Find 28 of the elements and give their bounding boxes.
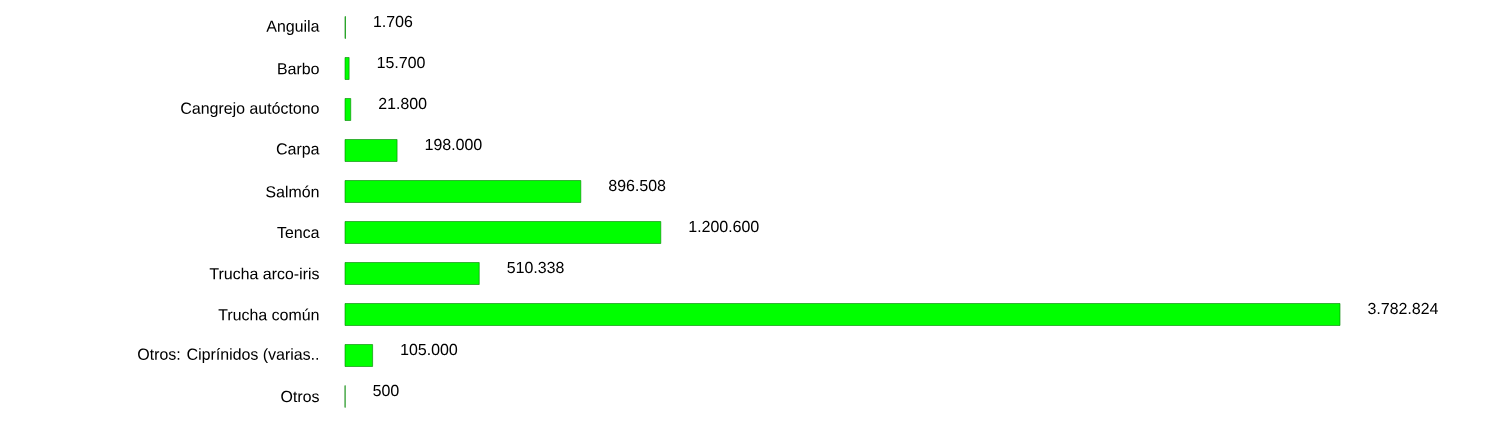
y-tick-label: Barbo bbox=[278, 62, 319, 75]
y-tick-label: Trucha arco-iris bbox=[209, 267, 319, 280]
data-label: 3.782.824 bbox=[1368, 302, 1438, 315]
y-tick-label: Tenca bbox=[277, 226, 320, 239]
y-tick-label: Otros bbox=[281, 390, 319, 403]
bar bbox=[344, 57, 350, 80]
y-tick-label: Cangrejo autóctono bbox=[181, 101, 319, 118]
data-label: 21.800 bbox=[379, 97, 427, 110]
bar bbox=[344, 139, 398, 162]
data-label: 198.000 bbox=[425, 138, 482, 151]
bar bbox=[344, 344, 373, 367]
data-label: 15.700 bbox=[377, 56, 425, 69]
data-label: 1.706 bbox=[374, 15, 413, 28]
y-tick-label: Trucha común bbox=[218, 308, 319, 321]
data-label: 510.338 bbox=[507, 261, 564, 274]
y-tick-label: Salmón bbox=[266, 185, 319, 198]
bar bbox=[344, 180, 582, 203]
data-label: 896.508 bbox=[609, 179, 666, 192]
y-tick-label: Carpa bbox=[276, 143, 320, 158]
bar bbox=[344, 262, 480, 285]
bar bbox=[344, 98, 352, 121]
data-label: 1.200.600 bbox=[689, 220, 759, 233]
y-tick-label: Anguila bbox=[266, 20, 320, 35]
bar bbox=[344, 221, 662, 244]
y-tick-label: Otros: Ciprínidos (varias.. bbox=[138, 347, 319, 364]
bar bbox=[344, 303, 1341, 326]
data-label: 105.000 bbox=[401, 343, 458, 356]
data-label: 500 bbox=[373, 384, 399, 397]
